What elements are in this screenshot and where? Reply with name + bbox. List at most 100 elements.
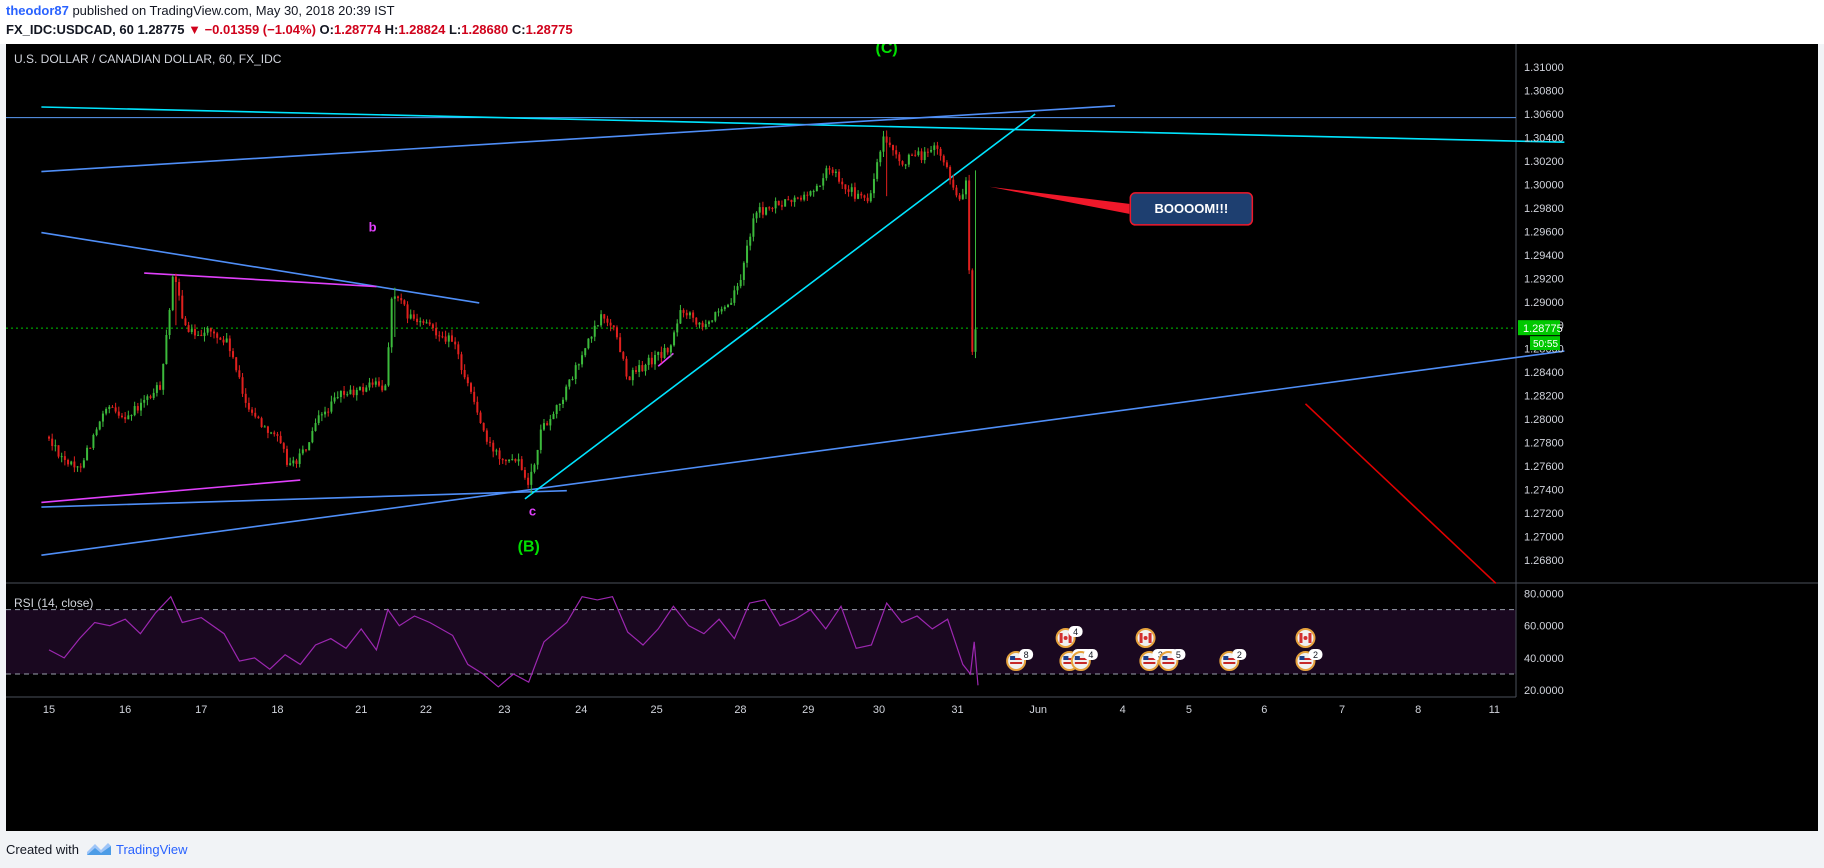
candle-body — [308, 442, 311, 451]
price-tick-label: 1.29000 — [1524, 297, 1564, 309]
drawing-layer[interactable] — [6, 105, 1565, 584]
countdown-label: 50:55 — [1533, 339, 1558, 350]
candle-body — [190, 329, 193, 333]
wave-label: b — [369, 219, 377, 234]
candle-body — [933, 145, 936, 150]
tradingview-logo-icon[interactable] — [86, 840, 112, 858]
candle-body — [406, 304, 409, 319]
candle-body — [235, 357, 238, 371]
candle-body — [707, 321, 710, 325]
trendline — [144, 272, 377, 288]
candle-body — [479, 412, 482, 423]
candle-body — [901, 161, 904, 165]
candle-body — [317, 415, 320, 424]
candle-body — [51, 438, 54, 446]
candle-body — [666, 347, 669, 353]
candle-body — [143, 399, 146, 403]
publish-text: published on TradingView.com, May 30, 20… — [68, 3, 395, 18]
candle-body — [431, 324, 434, 329]
candle-body — [831, 169, 834, 174]
flag-canton — [1299, 656, 1305, 660]
last-price-label: 1.28775 — [1523, 323, 1563, 335]
candle-body — [777, 200, 780, 206]
candle-body — [898, 154, 901, 162]
candle-body — [647, 357, 650, 365]
footer: Created with TradingView — [0, 831, 1824, 868]
candle-body — [263, 426, 266, 428]
candle-body — [203, 332, 206, 337]
candle-body — [492, 442, 495, 452]
candle-body — [961, 194, 964, 200]
flag-canton — [1010, 656, 1016, 660]
candle-body — [232, 351, 235, 358]
time-tick-label: 18 — [271, 704, 283, 716]
candle-body — [644, 364, 647, 372]
candle-body — [171, 276, 174, 310]
candle-body — [596, 325, 599, 327]
candle-body — [387, 347, 390, 386]
flag-leaf — [1143, 636, 1148, 640]
candle-body — [371, 382, 374, 385]
time-tick-label: Jun — [1029, 704, 1047, 716]
candle-body — [730, 302, 733, 305]
candle-body — [57, 445, 60, 457]
candle-body — [765, 207, 768, 215]
candle-body — [247, 402, 250, 410]
candle-body — [377, 381, 380, 386]
candle-body — [581, 355, 584, 365]
candle-body — [964, 180, 967, 195]
candle-body — [244, 393, 247, 403]
time-tick-label: 28 — [734, 704, 746, 716]
event-count-badge — [1232, 649, 1247, 660]
candle-body — [168, 309, 171, 336]
candle-body — [159, 385, 162, 390]
low-value: 1.28680 — [461, 22, 509, 37]
flag-canton — [1162, 656, 1168, 660]
candle-body — [517, 459, 520, 462]
candle-body — [711, 320, 714, 322]
candle-body — [444, 336, 447, 342]
candle-body — [489, 441, 492, 443]
tradingview-link[interactable]: TradingView — [116, 842, 188, 857]
candle-body — [650, 357, 653, 365]
candle-body — [257, 416, 260, 419]
author-link[interactable]: theodor87 — [6, 3, 69, 18]
candle-body — [619, 337, 622, 353]
candle-body — [460, 354, 463, 370]
candle-body — [355, 389, 358, 396]
candle-body — [911, 154, 914, 156]
candle-body — [251, 409, 254, 413]
candle-body — [343, 390, 346, 395]
callout-box — [1129, 192, 1254, 226]
price-tick-label: 1.30000 — [1524, 179, 1564, 191]
candle-body — [939, 148, 942, 156]
candle-body — [422, 321, 425, 323]
time-tick-label: 25 — [651, 704, 663, 716]
price-tick-label: 1.28400 — [1524, 367, 1564, 379]
event-count: 4 — [1088, 650, 1093, 660]
candle-body — [95, 429, 98, 435]
candle-body — [174, 276, 177, 283]
candle-body — [425, 322, 428, 324]
candle-body — [857, 193, 860, 199]
candle-body — [787, 199, 790, 201]
chart-canvas[interactable]: (C)bc(B)BOOOOM!!!84104347522 1.310001.30… — [6, 40, 1818, 831]
candle-body — [273, 432, 276, 435]
candle-body — [717, 311, 720, 313]
candle-body — [600, 314, 603, 326]
candle-body — [879, 151, 882, 163]
high-label: H: — [384, 22, 399, 37]
candle-body — [663, 347, 666, 358]
candle-body — [926, 151, 929, 153]
candle-body — [917, 151, 920, 156]
candle-body — [504, 460, 507, 462]
candle-body — [48, 436, 50, 439]
candles-layer — [48, 130, 977, 495]
candle-body — [853, 187, 856, 199]
candle-body — [228, 338, 231, 352]
rsi-tick-label: 60.0000 — [1524, 621, 1564, 633]
candle-body — [603, 314, 606, 319]
chart-area[interactable]: (C)bc(B)BOOOOM!!!84104347522 1.310001.30… — [6, 40, 1818, 831]
candle-body — [844, 184, 847, 190]
price-tick-label: 1.29200 — [1524, 273, 1564, 285]
